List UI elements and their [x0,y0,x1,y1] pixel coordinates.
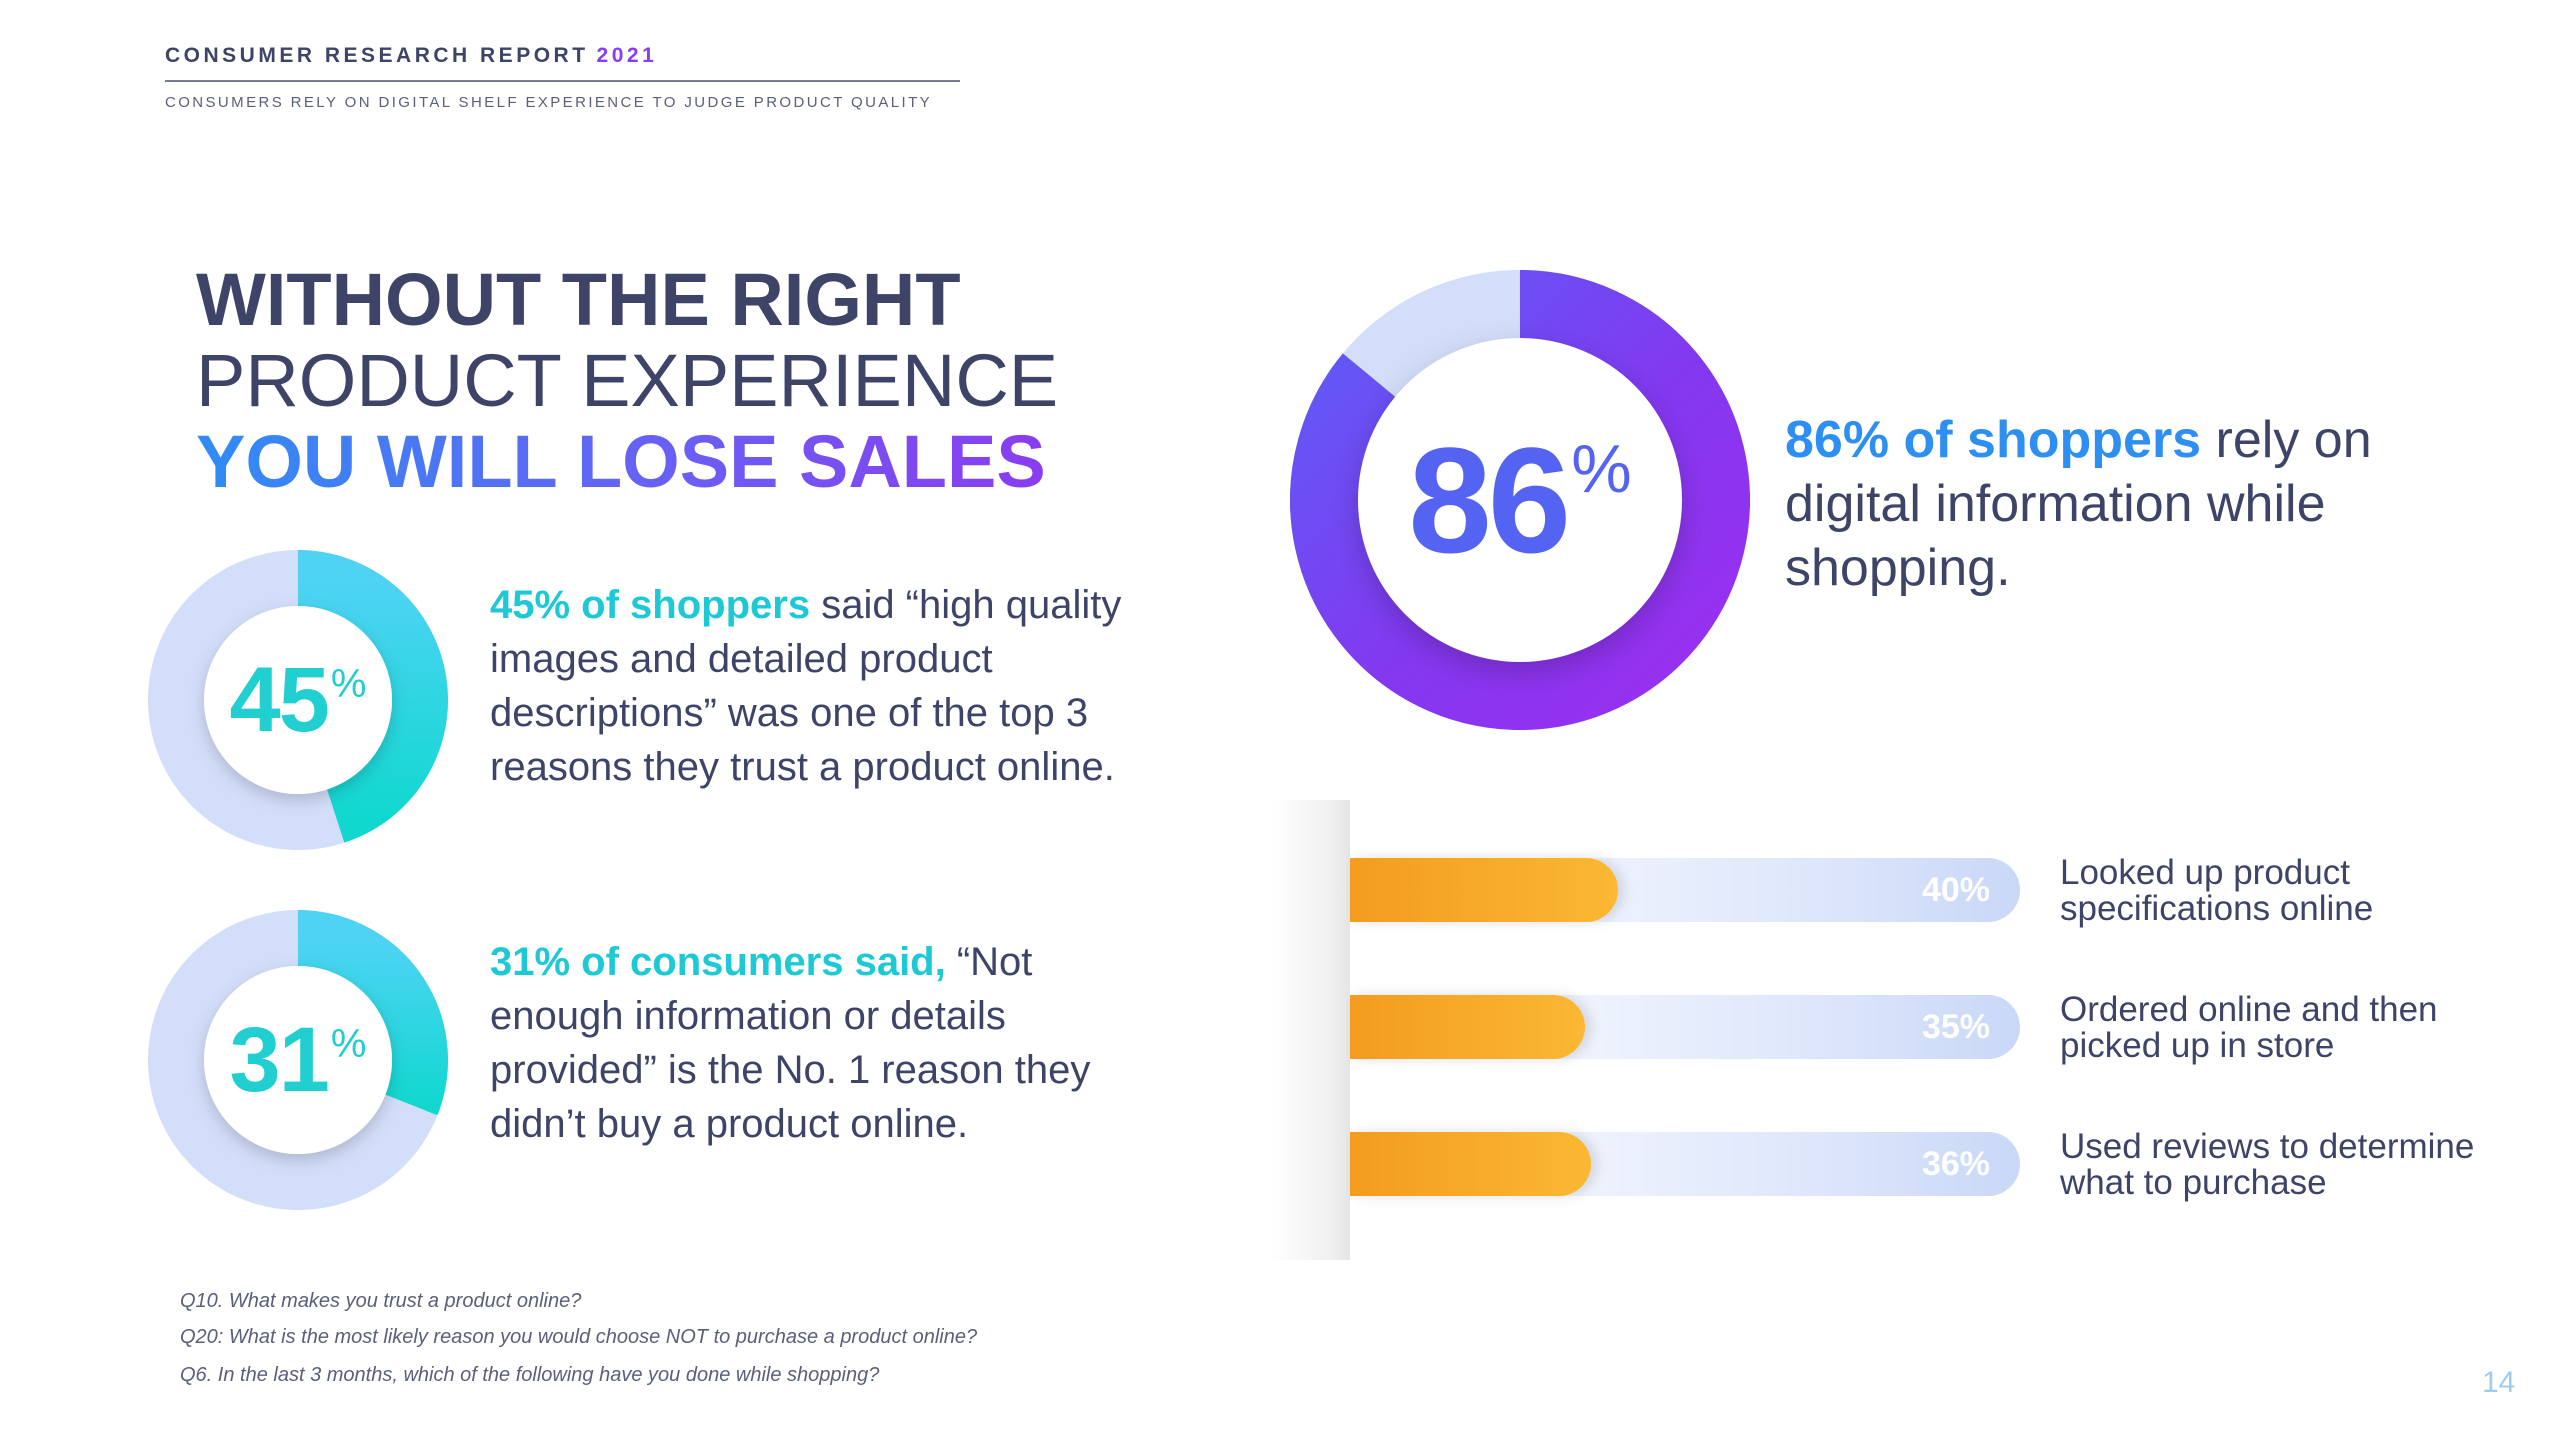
donut-86-arc [1290,270,1750,730]
bar-1-value: 40% [1921,871,1990,909]
bar-3-value: 36% [1921,1145,1990,1183]
stat-45-body: said “high quality images and detailed p… [490,583,1122,789]
stat-31-text: 31% of consumers said, “Not enough infor… [490,935,1130,1151]
donut-45-svg [148,550,448,850]
donut-45-center [204,606,392,794]
footnote-q6: Q6. In the last 3 months, which of the f… [180,1364,880,1386]
header-divider [165,80,960,82]
donut-86-percent-sign: % [1571,431,1632,507]
bar-1-label: Looked up product specifications online [2060,853,2374,928]
donut-86-number: 86 [1408,416,1571,584]
headline-line-3: YOU WILL LOSE SALES [196,420,1046,503]
footnote-q20: Q20: What is the most likely reason you … [180,1326,978,1348]
report-title: CONSUMER RESEARCH REPORT 2021 [165,44,657,68]
bar-chart-shadow [1270,800,1350,1260]
donut-31-arc [297,910,448,1116]
bar-3-label: Used reviews to determine what to purcha… [2060,1127,2475,1202]
donut-45-arc [297,550,448,843]
stat-31-highlight: 31% of consumers said, [490,940,946,984]
donut-31-svg [148,910,448,1210]
bar-track-2: 35% [1350,995,2020,1059]
bar-2-value: 35% [1921,1008,1990,1046]
donut-45-percent-sign: % [330,662,367,706]
donut-31-number: 31 [229,1009,330,1111]
stat-31-body: “Not enough information or details provi… [490,940,1091,1146]
donut-45-number: 45 [229,649,330,751]
stat-86-highlight: 86% of shoppers [1785,411,2202,469]
donut-86-value: 86% [1290,270,1750,730]
bar-track-3: 36% [1350,1132,2020,1196]
donut-31-center [204,966,392,1154]
stat-45-highlight: 45% of shoppers [490,583,811,627]
report-title-text: CONSUMER RESEARCH REPORT [165,44,589,67]
page-number: 14 [2482,1366,2516,1399]
bar-track-1: 40% [1350,858,2020,922]
headline-line-2: PRODUCT EXPERIENCE [196,339,1059,422]
report-year: 2021 [596,44,658,67]
footnote-q10: Q10. What makes you trust a product onli… [180,1290,582,1312]
headline-line-1: WITHOUT THE RIGHT [196,258,961,341]
donut-86-svg [1290,270,1750,730]
bar-2-label: Ordered online and then picked up in sto… [2060,990,2438,1065]
bar-2: 35% [1350,995,1990,1059]
donut-chart-31: 31% [148,910,448,1210]
bar-1: 40% [1350,858,1990,922]
donut-chart-45: 45% [148,550,448,850]
donut-chart-86: 86% [1290,270,1750,730]
donut-31-percent-sign: % [330,1022,367,1066]
donut-31-value: 31% [148,910,448,1210]
donut-45-value: 45% [148,550,448,850]
report-subtitle: CONSUMERS RELY ON DIGITAL SHELF EXPERIEN… [165,94,933,111]
stat-45-text: 45% of shoppers said “high quality image… [490,578,1130,794]
donut-86-center [1358,338,1682,662]
stat-86-text: 86% of shoppers rely on digital informat… [1785,408,2505,600]
stat-86-body: rely on digital information while shoppi… [1785,411,2372,597]
bar-3: 36% [1350,1132,1990,1196]
